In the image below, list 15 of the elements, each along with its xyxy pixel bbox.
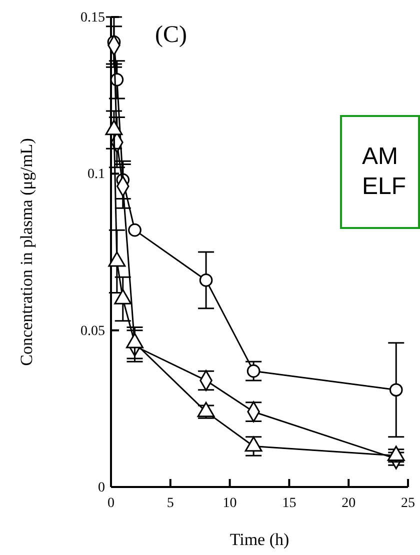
x-tick-label: 20 [342, 496, 356, 511]
x-tick-label: 15 [282, 496, 296, 511]
y-tick-label: 0.1 [88, 167, 105, 182]
x-tick-label: 5 [166, 496, 174, 511]
y-tick-label: 0.05 [80, 324, 105, 339]
annotation: ELF [362, 173, 406, 200]
x-tick-label: 10 [222, 496, 237, 511]
x-tick-label: 25 [401, 496, 415, 511]
annotation: AM [362, 143, 398, 170]
x-axis-title: Time (h) [230, 530, 290, 549]
y-axis-title: Concentration in plasma (μg/mL) [17, 138, 36, 366]
annotation: (C) [155, 22, 187, 48]
y-tick-label: 0 [98, 480, 105, 496]
x-tick-label: 0 [108, 496, 114, 511]
y-tick-label: 0.15 [80, 10, 105, 26]
